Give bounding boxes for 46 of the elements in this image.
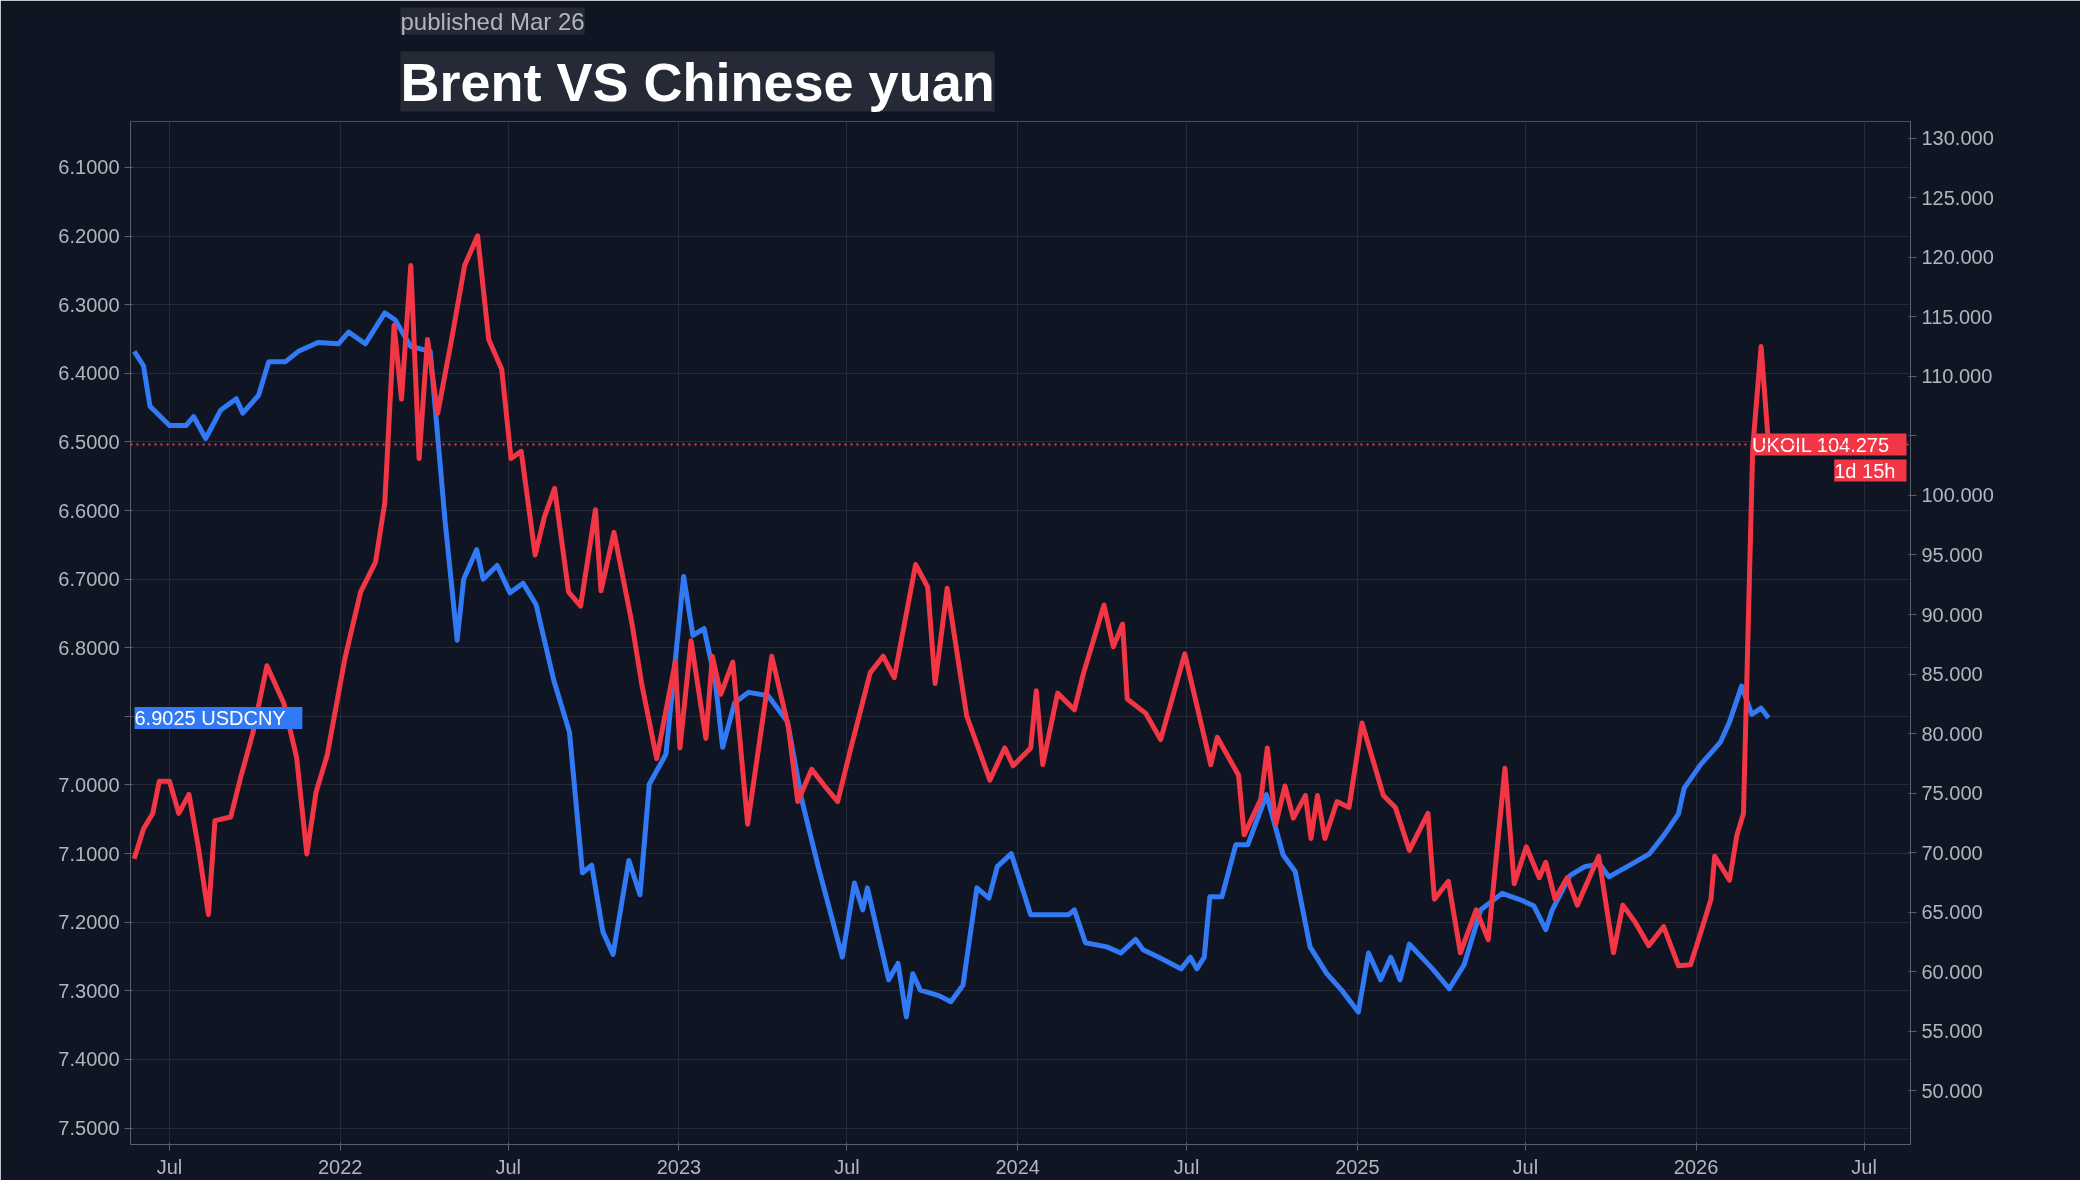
chart-title: Brent VS Chinese yuan <box>400 51 995 112</box>
y2-tick-label: 90.000 <box>1921 603 1983 626</box>
y-tick-label: 6.1000 <box>58 156 120 179</box>
x-tick-label: 2024 <box>995 1155 1040 1178</box>
y2-tick-label: 110.000 <box>1921 365 1993 388</box>
text: 6.9025 USDCNY <box>134 707 286 730</box>
chart-subtitle: published Mar 26 <box>400 7 585 35</box>
y-tick-label: 6.6000 <box>58 499 120 522</box>
y-tick-label: 6.8000 <box>58 636 120 659</box>
y2-tick-label: 80.000 <box>1921 722 1983 745</box>
text: UKOIL 104.275 <box>1751 433 1890 456</box>
x-tick-label: 2025 <box>1335 1155 1380 1178</box>
x-tick-label: Jul <box>834 1155 860 1178</box>
x-tick-label: Jul <box>1173 1155 1200 1178</box>
y2-tick-label: 115.000 <box>1921 305 1993 328</box>
x-tick-label: Jul <box>156 1155 183 1178</box>
y-tick-label: 7.3000 <box>58 979 120 1002</box>
y-tick-label: 6.5000 <box>58 430 120 453</box>
y2-tick-label: 130.000 <box>1921 127 1994 150</box>
y-tick-label: 6.7000 <box>58 568 120 591</box>
y2-tick-label: 50.000 <box>1921 1079 1983 1102</box>
y-tick-label: 6.4000 <box>58 362 120 385</box>
y-tick-label: 7.1000 <box>58 842 120 865</box>
y2-tick-label: 65.000 <box>1921 901 1983 924</box>
y-tick-label: 7.2000 <box>58 911 120 934</box>
y2-tick-label: 70.000 <box>1921 841 1983 864</box>
y-tick-label: 6.3000 <box>58 293 120 316</box>
y2-tick-label: 55.000 <box>1921 1020 1983 1043</box>
y2-tick-label: 100.000 <box>1921 484 1994 507</box>
y2-tick-label: 75.000 <box>1921 782 1983 805</box>
y-tick-label: 7.5000 <box>58 1117 120 1140</box>
annotation: 1d 15h <box>1834 459 1896 482</box>
y2-tick-label: 95.000 <box>1921 543 1983 566</box>
y-tick-label: 7.4000 <box>58 1048 120 1071</box>
y2-tick-label: 60.000 <box>1921 960 1983 983</box>
x-tick-label: Jul <box>1512 1155 1539 1178</box>
y-tick-label: 6.2000 <box>58 225 120 248</box>
y2-tick-label: 85.000 <box>1921 663 1983 686</box>
x-tick-label: Jul <box>1851 1155 1877 1178</box>
y2-tick-label: 125.000 <box>1921 186 1994 209</box>
x-tick-label: 2022 <box>317 1155 363 1178</box>
y-tick-label: 7.0000 <box>58 773 120 796</box>
x-tick-label: Jul <box>495 1155 522 1178</box>
x-tick-label: 2026 <box>1673 1155 1719 1178</box>
y2-tick-label: 120.000 <box>1921 246 1994 269</box>
x-tick-label: 2023 <box>656 1155 702 1178</box>
